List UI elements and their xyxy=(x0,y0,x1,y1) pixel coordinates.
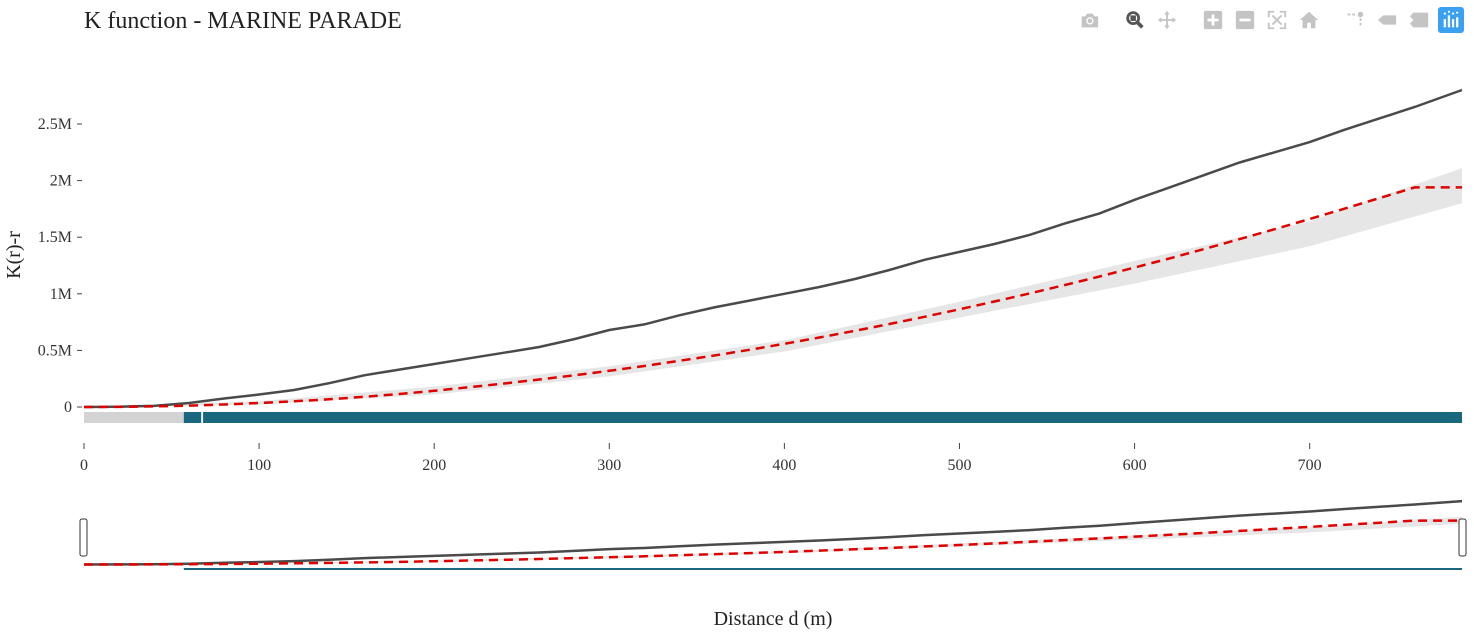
range-handle-left[interactable] xyxy=(79,518,88,557)
hover-compare-button[interactable] xyxy=(1404,6,1434,34)
y-tick-label: 1M xyxy=(50,286,72,303)
x-tick-label: 0 xyxy=(80,457,88,474)
x-axis-title: Distance d (m) xyxy=(714,608,833,630)
y-tick-label: 2.5M xyxy=(38,116,72,133)
y-axis-title: K(r)-r xyxy=(3,231,25,279)
theoretical-line[interactable] xyxy=(83,186,1462,409)
hover-closest-button[interactable] xyxy=(1372,6,1402,34)
range-strip xyxy=(183,568,1462,570)
significance-segment xyxy=(84,412,184,423)
x-tick-label: 700 xyxy=(1298,457,1322,474)
range-theoretical-line xyxy=(84,519,1462,566)
x-tick-label: 600 xyxy=(1123,457,1147,474)
significance-segment xyxy=(183,412,202,423)
x-tick-label: 100 xyxy=(247,457,271,474)
range-handle-right[interactable] xyxy=(1458,518,1467,557)
spike-lines-button[interactable] xyxy=(1340,6,1370,34)
zoom-button[interactable] xyxy=(1120,6,1150,34)
significance-segment xyxy=(203,412,1462,423)
x-tick-label: 300 xyxy=(597,457,621,474)
range-observed-line xyxy=(83,499,1463,566)
y-tick-label: 2M xyxy=(50,173,72,190)
y-tick-label: 0.5M xyxy=(38,342,72,359)
modebar xyxy=(1074,6,1466,34)
zoom-out-button[interactable] xyxy=(1230,6,1260,34)
envelope-band xyxy=(84,168,1462,408)
home-button[interactable] xyxy=(1294,6,1324,34)
zoom-icon xyxy=(1126,11,1144,29)
camera-icon xyxy=(1081,13,1099,28)
hover-closest-icon xyxy=(1377,15,1397,25)
y-tick-label: 0 xyxy=(64,399,72,416)
pan-button[interactable] xyxy=(1152,6,1182,34)
autoscale-button[interactable] xyxy=(1262,6,1292,34)
pan-icon xyxy=(1157,10,1177,30)
spike-lines-icon xyxy=(1347,11,1364,26)
observed-line[interactable] xyxy=(83,88,1463,409)
plotly-logo-icon xyxy=(1438,7,1464,33)
zoom-out-icon xyxy=(1235,10,1255,30)
home-icon xyxy=(1299,11,1319,29)
plotly-logo-button[interactable] xyxy=(1436,6,1466,34)
y-tick-label: 1.5M xyxy=(38,229,72,246)
camera-button[interactable] xyxy=(1074,6,1104,34)
zoom-in-icon xyxy=(1203,10,1223,30)
x-tick-label: 200 xyxy=(422,457,446,474)
significance-segment xyxy=(201,412,204,423)
x-tick-label: 400 xyxy=(772,457,796,474)
chart-title: K function - MARINE PARADE xyxy=(84,8,402,34)
hover-compare-icon xyxy=(1409,12,1429,28)
zoom-in-button[interactable] xyxy=(1198,6,1228,34)
autoscale-icon xyxy=(1267,10,1287,30)
x-tick-label: 500 xyxy=(947,457,971,474)
